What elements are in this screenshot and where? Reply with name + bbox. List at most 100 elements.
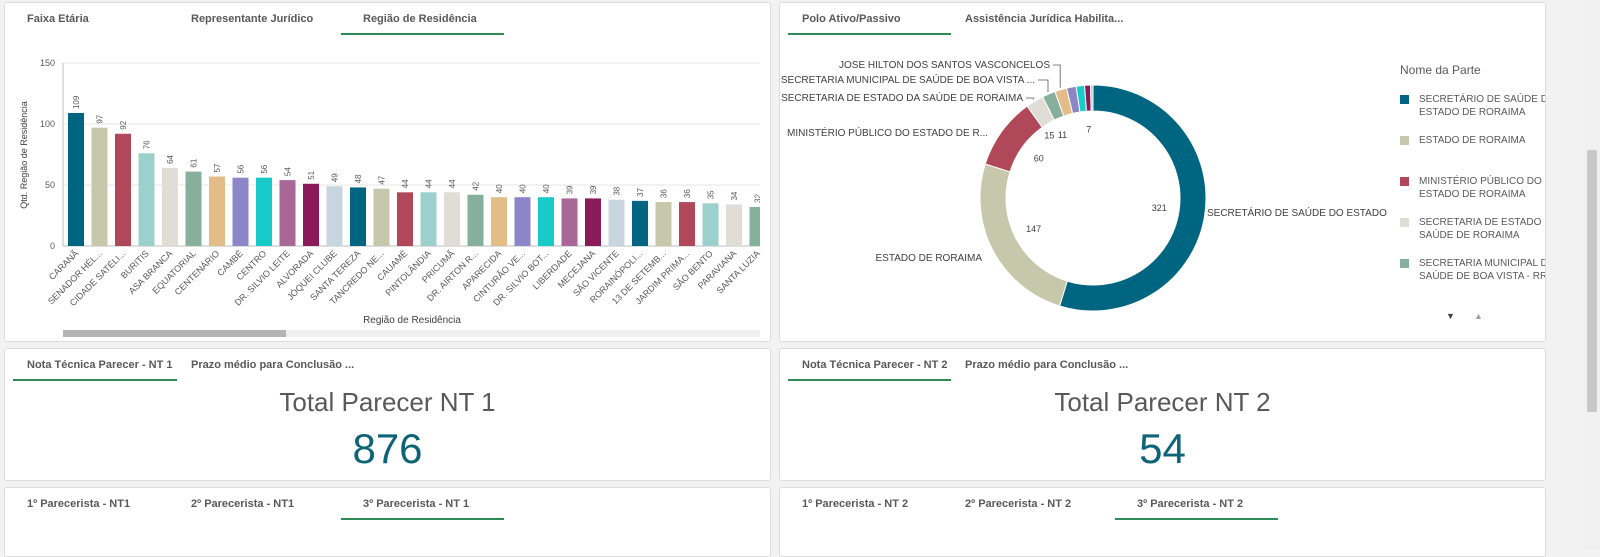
bar <box>138 153 155 246</box>
bar <box>279 180 296 246</box>
tab-1o-parecerista-nt2[interactable]: 1º Parecerista - NT 2 <box>802 498 909 510</box>
tab-prazo-medio-nt1[interactable]: Prazo médio para Conclusão ... <box>191 359 355 371</box>
legend-label: ESTADO DE RORAIMA <box>1419 135 1526 146</box>
bar-value-label: 48 <box>354 174 363 183</box>
donut-slice <box>1058 84 1207 312</box>
bar-value-label: 76 <box>143 140 152 149</box>
panel-tabs: Polo Ativo/Passivo Assistência Jurídica … <box>780 3 1545 36</box>
bar-value-label: 57 <box>213 163 222 172</box>
kpi-value: 54 <box>1139 425 1186 472</box>
bar <box>632 200 648 246</box>
bar-value-label: 40 <box>495 184 504 193</box>
bar-value-label: 54 <box>284 167 293 176</box>
chart-scrollbar-thumb <box>63 330 287 337</box>
bar-value-label: 36 <box>683 189 692 198</box>
donut-outer-label: SECRETARIA MUNICIPAL DE SAÚDE DE BOA VIS… <box>781 73 1035 86</box>
bar-value-label: 39 <box>566 185 575 194</box>
panel-tabs: Nota Técnica Parecer - NT 1 Prazo médio … <box>5 349 770 382</box>
legend: Nome da Parte SECRETÁRIO DE SAÚDE DO EST… <box>1400 63 1546 333</box>
legend-label: SECRETARIA DE ESTADO DA SAÚDE DE RORAIMA <box>1419 217 1546 241</box>
bar-value-label: 38 <box>613 186 622 195</box>
donut-value-label: 321 <box>1152 203 1167 213</box>
y-tick-label: 150 <box>40 58 55 68</box>
bar-value-label: 47 <box>378 175 387 184</box>
donut-outer-label: MINISTÉRIO PÚBLICO DO ESTADO DE R... <box>787 126 988 139</box>
bar <box>538 197 554 246</box>
donut-slice <box>979 163 1068 307</box>
bar-value-label: 44 <box>425 179 434 188</box>
donut-value-label: 147 <box>1026 224 1041 234</box>
chart-scrollbar-track <box>63 330 760 337</box>
tab-regiao-de-residencia[interactable]: Região de Residência <box>341 3 504 35</box>
bar-value-label: 64 <box>166 154 175 163</box>
bar <box>256 177 272 246</box>
bar-value-label: 44 <box>401 179 410 188</box>
donut-outer-label: ESTADO DE RORAIMA <box>876 253 983 264</box>
bar-value-label: 42 <box>472 181 481 190</box>
donut-chart: 321 SECRETÁRIO DE SAÚDE DO ESTADO ... 147 E… <box>781 60 1390 312</box>
donut-value-label: 11 <box>1058 130 1067 140</box>
pareceristas-nt2-panel: 1º Parecerista - NT 2 2º Parecerista - N… <box>779 487 1546 557</box>
legend-swatch <box>1400 259 1409 268</box>
legend-title: Nome da Parte <box>1400 63 1481 77</box>
legend-scroll-up-icon[interactable]: ▲ <box>1474 311 1483 321</box>
bar <box>162 167 178 246</box>
donut-outer-label: SECRETARIA DE ESTADO DA SAÚDE DE RORAIMA <box>781 91 1023 104</box>
panel-tabs: 1º Parecerista - NT1 2º Parecerista - NT… <box>5 488 770 521</box>
bar <box>420 192 437 246</box>
bar-chart: 0 50 100 150 Qtd. Região de Residência Região… <box>19 58 763 337</box>
page-scrollbar[interactable] <box>1584 0 1600 549</box>
bar-value-label: 32 <box>754 194 763 203</box>
donut-outer-label: SECRETÁRIO DE SAÚDE DO ESTADO ... <box>1207 206 1390 219</box>
donut-value-label: 60 <box>1034 154 1044 164</box>
bar <box>467 194 484 246</box>
tab-assistencia-juridica[interactable]: Assistência Jurídica Habilita... <box>965 13 1124 25</box>
tab-3o-parecerista-nt2[interactable]: 3º Parecerista - NT 2 <box>1115 488 1278 520</box>
y-tick-label: 100 <box>40 119 55 129</box>
tab-2o-parecerista-nt1[interactable]: 2º Parecerista - NT1 <box>191 498 295 510</box>
bar-value-label: 56 <box>237 164 246 173</box>
bar <box>326 186 343 246</box>
bar-value-label: 39 <box>589 185 598 194</box>
donut-outer-label: JOSE HILTON DOS SANTOS VASCONCELOS <box>839 60 1050 71</box>
bar-value-label: 49 <box>331 173 340 182</box>
bar <box>561 198 578 246</box>
pareceristas-nt1-panel: 1º Parecerista - NT1 2º Parecerista - NT… <box>4 487 771 557</box>
tab-faixa-etaria[interactable]: Faixa Etária <box>27 13 89 25</box>
bar <box>514 197 531 246</box>
page-scrollbar-thumb[interactable] <box>1587 150 1597 412</box>
bar-value-label: 40 <box>542 184 551 193</box>
bar-value-label: 34 <box>730 191 739 200</box>
y-axis-title: Qtd. Região de Residência <box>19 101 29 209</box>
legend-label: SECRETÁRIO DE SAÚDE DO ESTADO DE RORAIMA <box>1419 94 1546 118</box>
bar <box>91 127 108 246</box>
bar-value-label: 97 <box>96 114 105 123</box>
bar <box>185 171 202 246</box>
region-bar-chart-panel: Faixa Etária Representante Jurídico Regi… <box>4 2 771 342</box>
bar <box>397 192 413 246</box>
tab-nota-tecnica-nt1[interactable]: Nota Técnica Parecer - NT 1 <box>13 349 177 381</box>
y-tick-label: 50 <box>45 180 55 190</box>
panel-tabs: 1º Parecerista - NT 2 2º Parecerista - N… <box>780 488 1545 521</box>
tab-polo-ativo-passivo[interactable]: Polo Ativo/Passivo <box>788 3 951 35</box>
tab-nota-tecnica-nt2[interactable]: Nota Técnica Parecer - NT 2 <box>788 349 951 381</box>
bar <box>585 198 601 246</box>
label-leader-line <box>1026 97 1035 100</box>
tab-prazo-medio-nt2[interactable]: Prazo médio para Conclusão ... <box>965 359 1129 371</box>
bar-value-label: 40 <box>519 184 528 193</box>
label-leader-line <box>1038 79 1049 93</box>
bar <box>115 133 131 246</box>
tab-2o-parecerista-nt2[interactable]: 2º Parecerista - NT 2 <box>965 498 1072 510</box>
legend-label: SECRETARIA MUNICIPAL DE SAÚDE DE BOA VIS… <box>1419 258 1546 282</box>
kpi-nt2-panel: Nota Técnica Parecer - NT 2 Prazo médio … <box>779 348 1546 481</box>
tab-3o-parecerista-nt1[interactable]: 3º Parecerista - NT 1 <box>341 488 504 520</box>
tab-1o-parecerista-nt1[interactable]: 1º Parecerista - NT1 <box>27 498 131 510</box>
bar <box>350 187 366 246</box>
kpi-title: Total Parecer NT 2 <box>1054 387 1271 417</box>
bar <box>373 188 390 246</box>
bar-value-label: 37 <box>636 187 645 196</box>
tab-representante-juridico[interactable]: Representante Jurídico <box>191 13 314 25</box>
bar <box>749 206 760 246</box>
legend-scroll-down-icon[interactable]: ▼ <box>1446 311 1455 321</box>
legend-swatch <box>1400 218 1409 227</box>
